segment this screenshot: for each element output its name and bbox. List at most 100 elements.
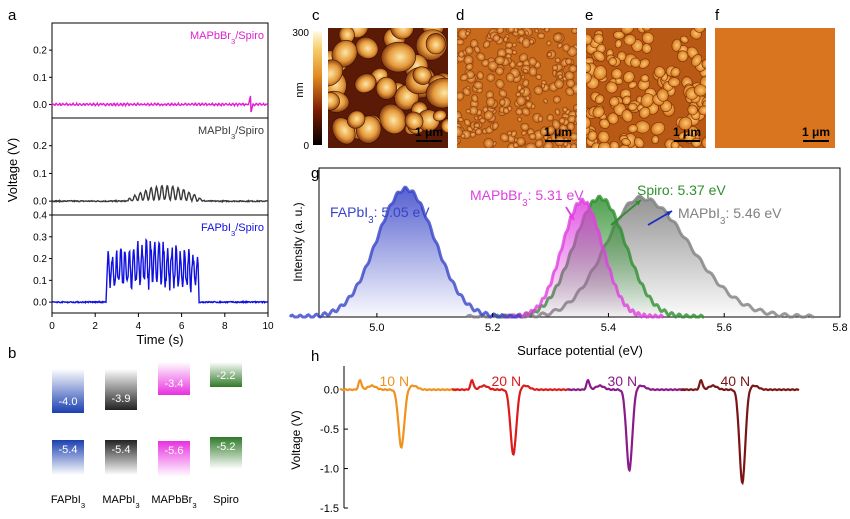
afm-colorbar — [313, 31, 322, 145]
afm-grain — [483, 138, 494, 148]
afm-grain — [463, 118, 471, 127]
afm-grain — [671, 38, 682, 52]
afm-grain — [586, 33, 593, 45]
level-bottom-value: -5.4 — [112, 444, 131, 456]
afm-grain — [328, 91, 340, 111]
material-label: MAPbBr3 — [151, 494, 196, 510]
afm-grain — [507, 28, 515, 33]
afm-grain — [515, 108, 523, 116]
afm-grain — [522, 68, 529, 74]
afm-grain — [528, 66, 538, 77]
y-tick-label: -1.5 — [320, 503, 339, 515]
panel-a-letter: a — [8, 7, 17, 24]
afm-grain — [618, 144, 630, 148]
y-tick-label: 0.0 — [324, 385, 339, 397]
afm-grain — [693, 28, 706, 33]
afm-grain — [558, 117, 566, 125]
afm-grain — [404, 111, 424, 131]
level-bottom-block — [158, 441, 190, 477]
level-top-block — [52, 369, 84, 413]
afm-grain — [475, 128, 483, 136]
afm-grain — [520, 122, 530, 131]
afm-grain — [636, 28, 646, 34]
afm-grain — [641, 28, 652, 32]
level-bottom-value: -5.2 — [217, 441, 236, 453]
afm-grain — [379, 103, 407, 135]
afm-grain — [614, 39, 623, 49]
force-label: 20 N — [491, 373, 521, 389]
x-tick-label: 5.2 — [485, 322, 500, 334]
afm-grain — [487, 60, 498, 71]
afm-grain — [524, 142, 537, 148]
afm-grain — [627, 124, 638, 133]
x-tick-label: 0 — [49, 321, 55, 332]
afm-grain — [623, 33, 636, 46]
afm-grain — [552, 64, 559, 71]
afm-grain — [546, 40, 552, 46]
afm-grain — [530, 103, 536, 110]
curve-fill — [466, 196, 814, 317]
force-trace — [339, 379, 459, 449]
afm-grain — [457, 91, 465, 101]
panel-g-letter: g — [311, 165, 319, 182]
y-tick-label: 0.0 — [33, 197, 47, 208]
afm-grain — [563, 141, 569, 147]
afm-grain — [587, 130, 598, 142]
afm-grain — [701, 136, 706, 148]
afm-grain — [505, 72, 515, 83]
level-bottom-block — [210, 437, 242, 469]
afm-grain — [495, 66, 504, 76]
curve-line — [288, 185, 522, 319]
y-tick-label: 0.2 — [33, 141, 47, 152]
subplot-frame — [51, 214, 269, 314]
afm-grain — [492, 121, 499, 130]
afm-grain — [488, 146, 495, 148]
y-tick-label: 0.0 — [33, 100, 47, 111]
x-tick-label: 10 — [262, 321, 274, 332]
afm-grain — [524, 30, 529, 36]
afm-grain — [511, 49, 517, 55]
afm-grain — [521, 107, 531, 116]
afm-grain — [354, 73, 377, 94]
afm-grain — [525, 95, 531, 101]
panel-h-ylabel: Voltage (V) — [289, 410, 303, 469]
panel-b: b -4.0 -5.4 FAPbI3 -3.9 -5.4 MAPbI3 -3.4 -5.6 MA… — [8, 345, 242, 510]
afm-grain — [653, 66, 666, 78]
afm-grain — [463, 55, 474, 66]
afm-grain — [678, 116, 693, 131]
afm-grain — [492, 34, 501, 42]
signal-trace — [51, 237, 269, 305]
subplot-label: MAPbI3/Spiro — [198, 125, 264, 141]
series-label: MAPbI3: 5.46 eV — [678, 205, 782, 227]
afm-grain — [528, 57, 537, 67]
afm-grain — [440, 118, 448, 134]
y-tick-label: 0.1 — [33, 73, 47, 84]
afm-grain — [457, 38, 465, 46]
afm-grain — [503, 36, 509, 43]
label-arrow-head — [635, 200, 641, 206]
x-tick-label: 8 — [222, 321, 228, 332]
panel-g-ylabel: Intensity (a. u.) — [291, 202, 305, 281]
afm-grain — [597, 130, 610, 144]
afm-grain — [605, 81, 618, 94]
afm-grain — [656, 88, 669, 102]
afm-grain — [668, 77, 681, 88]
afm-grain — [544, 28, 550, 33]
afm-grain — [566, 79, 575, 88]
scale-bar-label: 1 μm — [544, 125, 572, 139]
afm-grain — [465, 108, 471, 114]
afm-grain — [518, 53, 528, 62]
panel-f-letter: f — [715, 7, 720, 24]
afm-grain — [638, 106, 651, 119]
afm-grain — [462, 87, 471, 96]
afm-grain — [425, 77, 448, 109]
afm-grain — [522, 79, 530, 87]
afm-grain — [609, 96, 620, 107]
level-bottom-value: -5.6 — [165, 445, 184, 457]
afm-grain — [425, 33, 446, 55]
level-bottom-value: -5.4 — [59, 444, 78, 456]
afm-grain — [701, 59, 706, 69]
afm-grain — [557, 42, 563, 49]
afm-grain — [355, 36, 379, 59]
